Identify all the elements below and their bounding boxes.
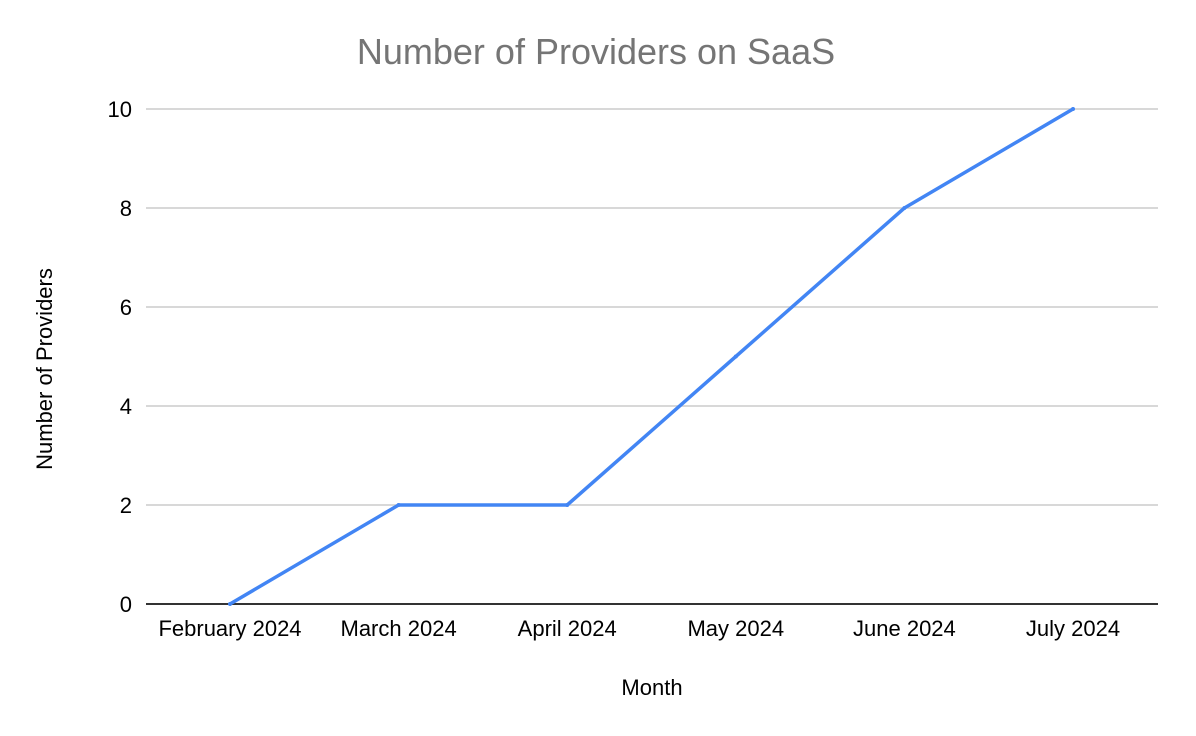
y-tick-label: 6 (120, 295, 132, 320)
x-tick-label: February 2024 (158, 616, 301, 641)
data-point (396, 503, 401, 507)
series-layer (228, 107, 1075, 606)
series-line (228, 107, 1075, 606)
x-tick-label: March 2024 (341, 616, 457, 641)
y-tick-label: 8 (120, 196, 132, 221)
x-axis-label: Month (621, 675, 682, 700)
x-tick-label: May 2024 (687, 616, 784, 641)
y-axis-label: Number of Providers (32, 268, 57, 470)
x-axis-ticks: February 2024 March 2024 April 2024 May 202… (158, 616, 1120, 641)
gridlines (146, 108, 1158, 605)
data-point (733, 354, 738, 359)
chart-title: Number of Providers on SaaS (357, 31, 835, 72)
y-tick-label: 4 (120, 394, 132, 419)
y-tick-label: 2 (120, 493, 132, 518)
data-point (228, 602, 232, 606)
x-tick-label: July 2024 (1026, 616, 1120, 641)
y-tick-label: 10 (108, 97, 132, 122)
y-tick-label: 0 (120, 592, 132, 617)
x-tick-label: June 2024 (853, 616, 956, 641)
x-tick-label: April 2024 (518, 616, 617, 641)
data-point (565, 503, 570, 507)
data-point (1071, 107, 1075, 111)
data-point (902, 206, 907, 210)
y-axis-ticks: 0 2 4 6 8 10 (108, 97, 132, 617)
